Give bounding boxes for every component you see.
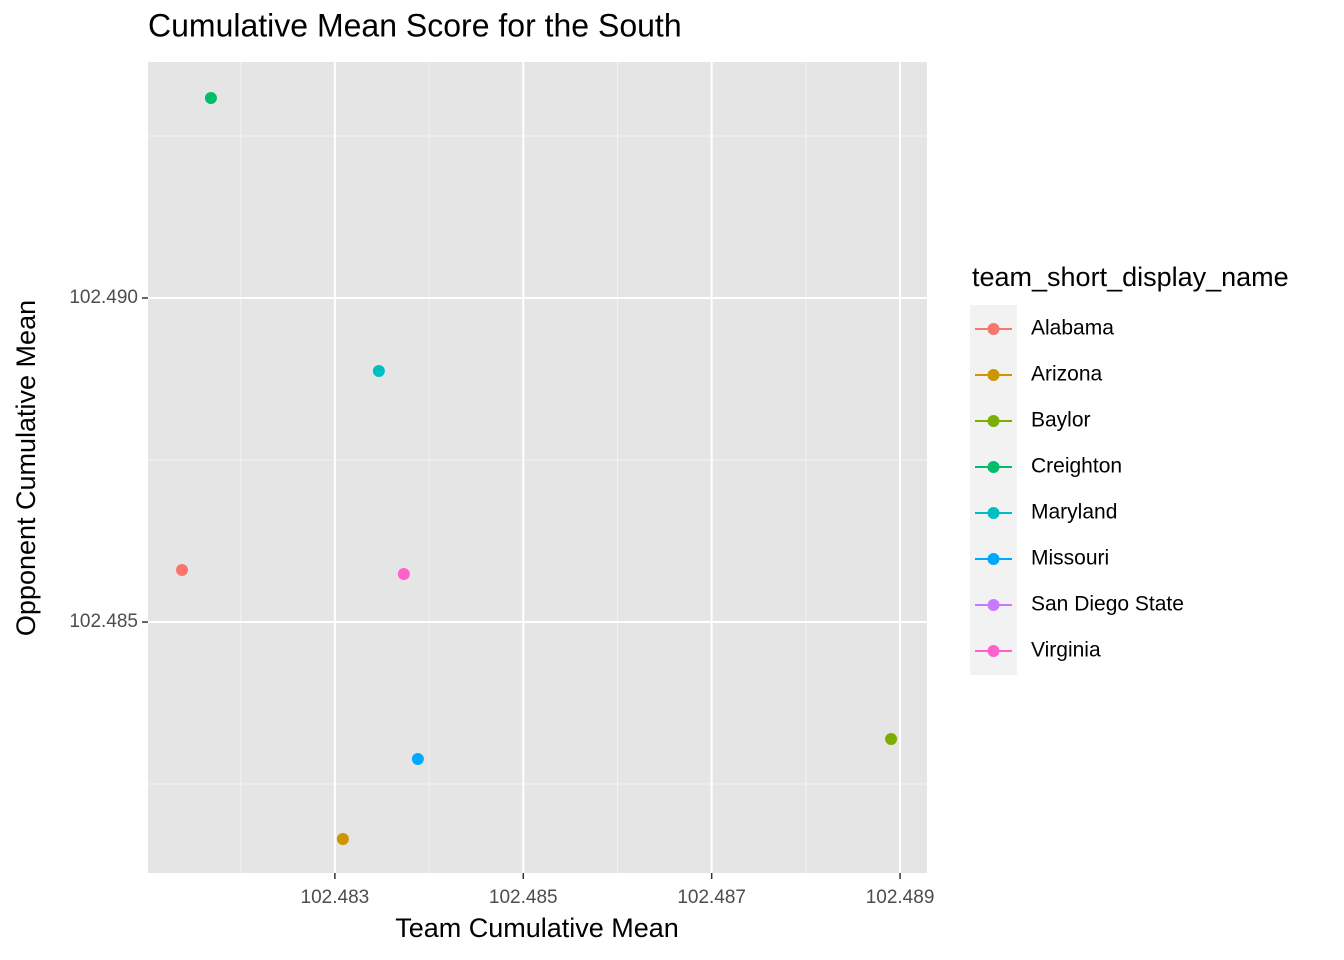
legend-key-bg: [970, 305, 1017, 675]
grid: [148, 62, 927, 873]
point: [336, 833, 349, 846]
legend-key-point: [987, 599, 1000, 611]
x-axis-label: Team Cumulative Mean: [395, 913, 679, 943]
legend-key-point: [987, 553, 1000, 565]
point: [204, 92, 217, 105]
legend-label: Arizona: [1031, 363, 1103, 386]
legend: Alabama Arizona Baylor Creighton Maryland Mis…: [975, 317, 1184, 662]
legend-key-point: [987, 415, 1000, 427]
x-tick-label: 102.487: [677, 887, 746, 908]
point: [372, 365, 385, 378]
chart-title: Cumulative Mean Score for the South: [148, 7, 682, 43]
y-axis-label: Opponent Cumulative Mean: [11, 300, 41, 636]
x-tick-label: 102.483: [301, 887, 370, 908]
legend-key-point: [987, 645, 1000, 657]
point: [397, 568, 410, 581]
legend-label: Maryland: [1031, 501, 1117, 524]
legend-label: Creighton: [1031, 455, 1122, 478]
x-tick-label: 102.489: [866, 887, 935, 908]
legend-key-point: [987, 323, 1000, 335]
point: [411, 753, 424, 766]
point: [176, 564, 189, 577]
legend-title: team_short_display_name: [972, 262, 1289, 292]
legend-label: Virginia: [1031, 639, 1101, 662]
legend-label: Alabama: [1031, 317, 1114, 340]
legend-label: Missouri: [1031, 547, 1109, 570]
points: [176, 92, 898, 846]
y-tick-label: 102.485: [69, 611, 138, 632]
legend-label: Baylor: [1031, 409, 1091, 432]
point: [885, 733, 898, 746]
legend-label: San Diego State: [1031, 593, 1184, 616]
legend-key-point: [987, 369, 1000, 381]
y-tick-label: 102.490: [69, 287, 138, 308]
x-tick-label: 102.485: [489, 887, 558, 908]
legend-key-point: [987, 507, 1000, 519]
legend-key-point: [987, 461, 1000, 473]
panel: [148, 62, 927, 873]
